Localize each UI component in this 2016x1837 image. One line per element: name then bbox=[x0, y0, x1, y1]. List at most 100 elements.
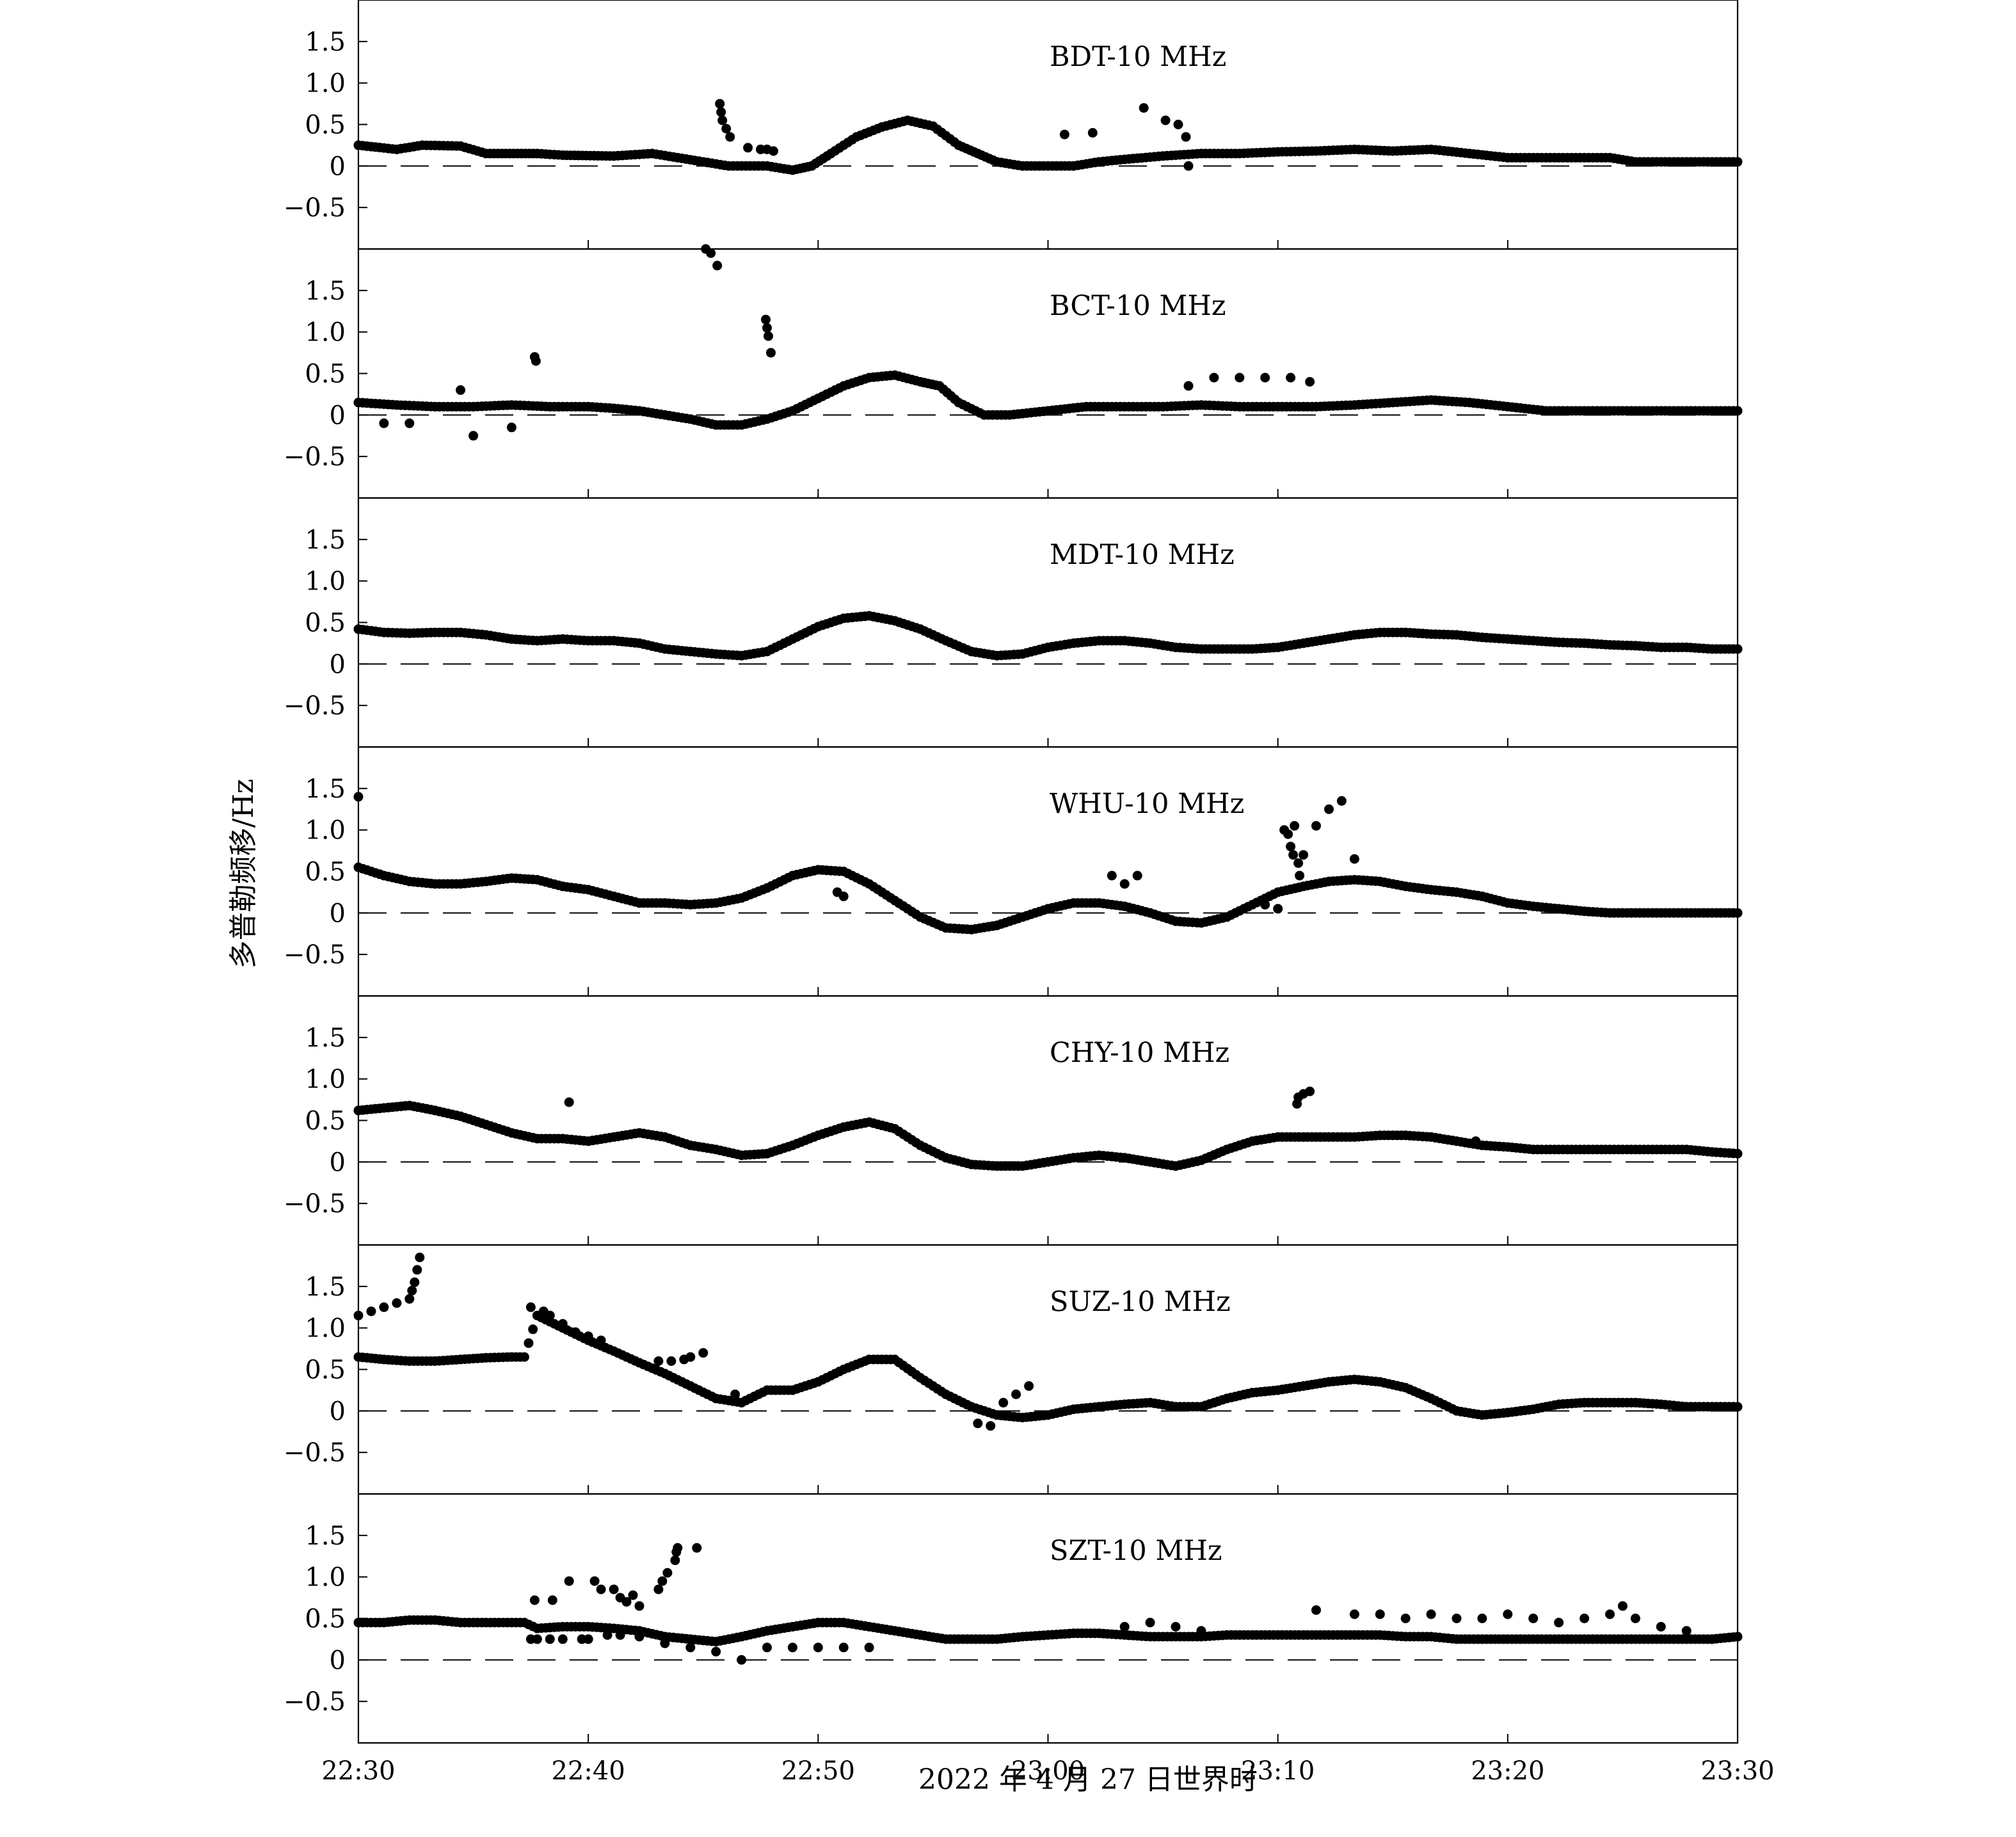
outlier-point bbox=[711, 1646, 721, 1657]
outlier-point bbox=[717, 115, 728, 125]
outlier-point bbox=[761, 314, 771, 325]
outlier-point bbox=[1295, 870, 1305, 881]
outlier-point bbox=[1260, 373, 1270, 383]
outlier-point bbox=[1707, 1634, 1717, 1644]
y-tick-label: 1.0 bbox=[305, 318, 346, 348]
outlier-point bbox=[1283, 829, 1293, 839]
outlier-point bbox=[685, 1352, 696, 1362]
x-tick-label: 22:30 bbox=[321, 1756, 395, 1786]
outlier-point bbox=[468, 431, 479, 441]
panel-5: 1.5 1.0 0.5 0 −0.5 CHY-10 MHz bbox=[284, 995, 1743, 1246]
y-tick-label: 0.5 bbox=[305, 858, 346, 887]
outlier-point bbox=[1173, 120, 1183, 129]
outlier-point bbox=[1630, 1614, 1640, 1623]
outlier-point bbox=[662, 1568, 673, 1578]
outlier-point bbox=[769, 146, 778, 156]
outlier-point bbox=[838, 891, 849, 901]
outlier-point bbox=[1656, 1622, 1666, 1632]
outlier-point bbox=[1477, 1614, 1487, 1623]
outlier-point bbox=[531, 356, 541, 366]
outlier-point bbox=[737, 1655, 747, 1665]
panel-frame bbox=[357, 1244, 1739, 1495]
outlier-point bbox=[1087, 128, 1098, 138]
y-tick-label: 0 bbox=[330, 650, 346, 679]
outlier-point bbox=[670, 1555, 680, 1566]
outlier-point bbox=[1183, 161, 1194, 171]
outlier-point bbox=[1286, 842, 1296, 852]
y-tick-label: −0.5 bbox=[284, 1438, 346, 1468]
outlier-point bbox=[666, 1356, 676, 1366]
y-tick-label: 0 bbox=[330, 152, 346, 181]
outlier-point bbox=[615, 1630, 625, 1640]
outlier-point bbox=[1059, 129, 1069, 140]
outlier-point bbox=[1305, 1086, 1315, 1096]
y-tick-label: 0 bbox=[330, 899, 346, 928]
outlier-point bbox=[1580, 1614, 1590, 1623]
panel-title: CHY-10 MHz bbox=[1050, 1037, 1229, 1069]
series-outliers bbox=[353, 1253, 1034, 1431]
y-tick-label: 1.0 bbox=[305, 1563, 346, 1592]
y-tick-label: 0.5 bbox=[305, 1605, 346, 1634]
outlier-point bbox=[456, 385, 466, 395]
outlier-point bbox=[1119, 879, 1130, 889]
outlier-point bbox=[762, 1642, 772, 1653]
panel-title: BCT-10 MHz bbox=[1050, 290, 1226, 322]
outlier-point bbox=[766, 348, 776, 358]
data-point bbox=[1732, 157, 1743, 167]
panels-group: 1.5 1.0 0.5 0 −0.5 BDT-10 MHz 1.5 1.0 0.5 0 −0.5 BC… bbox=[284, 0, 1743, 1744]
outlier-point bbox=[1311, 1605, 1321, 1615]
outlier-point bbox=[864, 1642, 874, 1653]
series-main bbox=[353, 370, 1743, 430]
outlier-point bbox=[1171, 1622, 1181, 1632]
outlier-point bbox=[1107, 870, 1117, 881]
y-tick-label: 0.5 bbox=[305, 1356, 346, 1385]
outlier-point bbox=[545, 1634, 555, 1644]
panel-title: BDT-10 MHz bbox=[1050, 41, 1226, 73]
panel-6: 1.5 1.0 0.5 0 −0.5 SUZ-10 MHz bbox=[284, 1244, 1743, 1495]
outlier-point bbox=[1452, 1614, 1462, 1623]
outlier-point bbox=[1260, 899, 1270, 910]
x-axis-title: 2022 年 4 月 27 日世界时 bbox=[918, 1763, 1258, 1796]
y-tick-label: 0.5 bbox=[305, 1107, 346, 1136]
y-tick-label: 0 bbox=[330, 1646, 346, 1675]
outlier-point bbox=[407, 1285, 417, 1296]
outlier-point bbox=[706, 248, 716, 258]
y-tick-label: 1.5 bbox=[305, 774, 346, 804]
y-tick-label: 1.0 bbox=[305, 1314, 346, 1344]
outlier-point bbox=[596, 1335, 606, 1345]
outlier-point bbox=[353, 1310, 364, 1320]
outlier-point bbox=[596, 1584, 606, 1594]
outlier-point bbox=[415, 1253, 425, 1262]
data-point bbox=[1732, 406, 1743, 416]
outlier-point bbox=[715, 99, 725, 109]
outlier-point bbox=[716, 107, 726, 117]
outlier-point bbox=[545, 1310, 555, 1320]
outlier-point bbox=[1528, 1614, 1539, 1623]
x-axis: 22:30 22:40 22:50 23:00 23:10 23:20 23:30 bbox=[321, 1756, 1774, 1786]
outlier-point bbox=[762, 323, 772, 333]
data-point bbox=[1732, 908, 1743, 918]
outlier-point bbox=[1160, 115, 1171, 125]
outlier-point bbox=[653, 1356, 664, 1366]
outlier-point bbox=[583, 1634, 593, 1644]
y-tick-label: −0.5 bbox=[284, 940, 346, 970]
outlier-point bbox=[1024, 1381, 1034, 1391]
outlier-point bbox=[1196, 1626, 1206, 1636]
outlier-point bbox=[1605, 1609, 1615, 1619]
outlier-point bbox=[532, 1634, 542, 1644]
outlier-point bbox=[1181, 132, 1191, 142]
outlier-point bbox=[609, 1584, 619, 1594]
outlier-point bbox=[1209, 373, 1219, 383]
y-tick-label: 1.5 bbox=[305, 525, 346, 555]
outlier-point bbox=[787, 1642, 797, 1653]
outlier-point bbox=[973, 1418, 983, 1429]
outlier-point bbox=[743, 143, 753, 153]
outlier-point bbox=[621, 1597, 632, 1607]
panel-1: 1.5 1.0 0.5 0 −0.5 BDT-10 MHz bbox=[284, 0, 1743, 250]
outlier-point bbox=[602, 1630, 612, 1640]
outlier-point bbox=[813, 1642, 823, 1653]
y-tick-label: 0 bbox=[330, 401, 346, 430]
y-tick-label: −0.5 bbox=[284, 442, 346, 472]
y-tick-label: 0 bbox=[330, 1397, 346, 1426]
outlier-point bbox=[1119, 1622, 1130, 1632]
